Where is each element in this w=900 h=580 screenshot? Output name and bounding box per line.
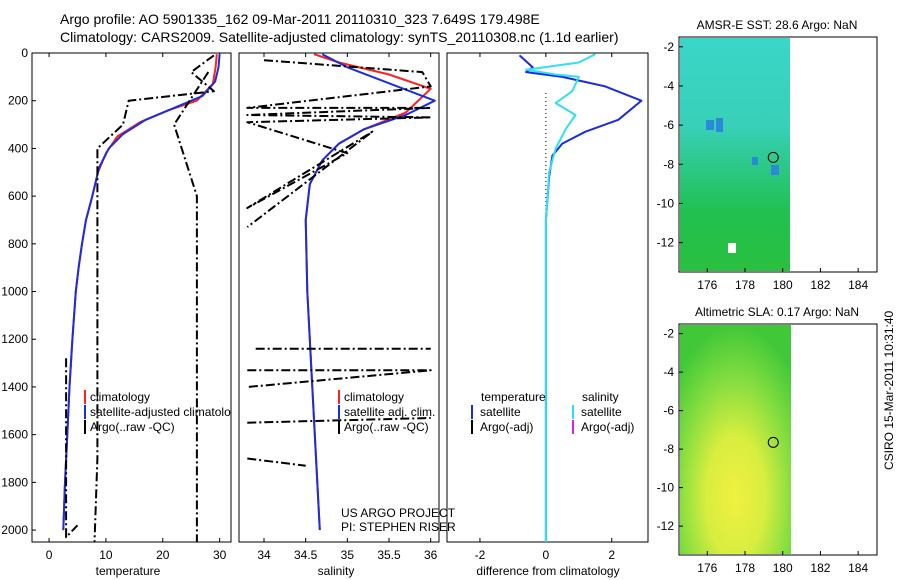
temperature-ytick-label: 600 bbox=[8, 189, 28, 203]
temperature-ytick-label: 1400 bbox=[1, 380, 28, 394]
temperature-xtick-label: 10 bbox=[99, 548, 113, 562]
sst_map-argo-marker bbox=[767, 151, 779, 163]
difference-legend-temp-satellite: satellite bbox=[480, 405, 521, 419]
salinity-panel-frame bbox=[238, 52, 440, 543]
difference-legend-temperature: temperature bbox=[481, 390, 546, 404]
temperature-series-argo-raw-qc-c bbox=[65, 358, 79, 539]
temperature-ytick-label: 1200 bbox=[1, 332, 28, 346]
temperature-ytick-label: 200 bbox=[8, 94, 28, 108]
salinity-xtick-label: 36 bbox=[424, 548, 438, 562]
sla-heatmap bbox=[680, 325, 791, 554]
temperature-series-satellite-adjusted-climatology bbox=[62, 54, 221, 531]
side-timestamp: CSIRO 15-Mar-2011 10:31:40 bbox=[882, 310, 896, 470]
sst_map-ytick-label: -10 bbox=[657, 196, 675, 210]
header-line-2: Climatology: CARS2009. Satellite-adjuste… bbox=[60, 29, 619, 45]
temperature-series-climatology bbox=[62, 54, 218, 531]
sst_map-xtick-label: 182 bbox=[810, 278, 830, 292]
salinity-xtick-label: 35.5 bbox=[377, 548, 401, 562]
difference-xtick-label: 0 bbox=[543, 548, 550, 562]
temperature-panel-frame bbox=[31, 52, 232, 543]
salinity-xtick-label: 34.5 bbox=[294, 548, 318, 562]
sla_map-ytick-label: -10 bbox=[657, 481, 675, 495]
temperature-ytick-label: 1000 bbox=[1, 285, 28, 299]
difference-xtick-label: 2 bbox=[608, 548, 615, 562]
lines-layer bbox=[62, 53, 643, 543]
sla_map-xtick-label: 184 bbox=[848, 561, 868, 575]
sla_map-ytick-label: -12 bbox=[657, 519, 675, 533]
salinity-xtick-label: 35 bbox=[341, 548, 355, 562]
difference-legend-sal-satellite: satellite bbox=[581, 405, 622, 419]
sla_map-ytick-label: -4 bbox=[663, 365, 674, 379]
temperature-legend-argo: Argo(..raw -QC) bbox=[90, 420, 175, 434]
salinity-series-argo-raw-1 bbox=[246, 59, 432, 228]
sla_map-ytick-label: -8 bbox=[663, 442, 674, 456]
temperature-series-argo-raw-qc- bbox=[93, 54, 215, 543]
temperature-ytick-label: 800 bbox=[8, 237, 28, 251]
sst_map-xtick-label: 176 bbox=[697, 278, 717, 292]
temperature-xtick-label: 20 bbox=[156, 548, 170, 562]
sst_map-xtick-label: 180 bbox=[773, 278, 793, 292]
temperature-ytick-label: 400 bbox=[8, 141, 28, 155]
sst_map-ytick-label: -6 bbox=[663, 118, 674, 132]
temperature-ytick-label: 2000 bbox=[1, 523, 28, 537]
salinity-xlabel: salinity bbox=[318, 564, 355, 578]
difference-legend-salinity: salinity bbox=[582, 390, 619, 404]
salinity-series-argo-raw-3 bbox=[247, 369, 432, 388]
difference-legend-temp-argo: Argo(-adj) bbox=[480, 420, 533, 434]
temperature-xtick-label: 30 bbox=[213, 548, 227, 562]
temperature-xtick-label: 0 bbox=[46, 548, 53, 562]
difference-series-temperature-satellite bbox=[518, 54, 643, 542]
temperature-legend-climatology: climatology bbox=[90, 390, 150, 404]
sla_map-xtick-label: 176 bbox=[697, 561, 717, 575]
difference-series-salinity-satellite bbox=[525, 53, 596, 542]
sla-map-title: Altimetric SLA: 0.17 Argo: NaN bbox=[695, 305, 859, 319]
salinity-legend-climatology: climatology bbox=[344, 390, 404, 404]
sst-heatmap bbox=[680, 38, 790, 271]
sst-cold-patch bbox=[771, 165, 779, 175]
temperature-legend-satellite: satellite-adjusted climatolo bbox=[90, 405, 231, 419]
sst_map-ytick-label: -4 bbox=[663, 79, 674, 93]
salinity-legend-argo: Argo(..raw -QC) bbox=[344, 420, 429, 434]
temperature-ytick-label: 0 bbox=[21, 46, 28, 60]
sst-cold-patch bbox=[716, 118, 723, 132]
sla_map-ytick-label: -2 bbox=[663, 327, 674, 341]
sst-missing-patch bbox=[728, 243, 736, 253]
salinity-xtick-label: 34 bbox=[257, 548, 271, 562]
sla_map-xtick-label: 178 bbox=[735, 561, 755, 575]
sla_map-xtick-label: 180 bbox=[773, 561, 793, 575]
sla_map-ytick-label: -6 bbox=[663, 404, 674, 418]
header-line-1: Argo profile: AO 5901335_162 09-Mar-2011… bbox=[60, 11, 540, 27]
sst-map-frame bbox=[678, 36, 878, 273]
temperature-series-argo-raw-qc-b bbox=[173, 71, 210, 542]
pi-annotation: PI: STEPHEN RISER bbox=[341, 520, 456, 534]
temperature-xlabel: temperature bbox=[96, 564, 161, 578]
salinity-series-climatology bbox=[304, 53, 432, 531]
difference-xtick-label: -2 bbox=[475, 548, 486, 562]
sst_map-xtick-label: 184 bbox=[848, 278, 868, 292]
difference-xlabel: difference from climatology bbox=[476, 564, 619, 578]
sla_map-argo-marker bbox=[767, 436, 779, 448]
salinity-legend-satellite: satellite adj. clim. bbox=[344, 405, 435, 419]
sst-cold-patch bbox=[706, 120, 714, 130]
salinity-series-argo-raw-5 bbox=[247, 457, 306, 467]
temperature-ytick-label: 1600 bbox=[1, 428, 28, 442]
sla_map-xtick-label: 182 bbox=[810, 561, 830, 575]
sst_map-ytick-label: -12 bbox=[657, 236, 675, 250]
project-annotation: US ARGO PROJECT bbox=[341, 506, 456, 520]
sla-map-marks: 176 178 180 182 184 -2 -4 -6 -8 -10 -12 bbox=[657, 327, 869, 575]
sst-map-title: AMSR-E SST: 28.6 Argo: NaN bbox=[697, 18, 858, 32]
sla-map-frame bbox=[678, 323, 878, 556]
difference-panel-frame bbox=[446, 52, 649, 543]
sst_map-ytick-label: -2 bbox=[663, 40, 674, 54]
temperature-ytick-label: 1800 bbox=[1, 475, 28, 489]
sst_map-ytick-label: -8 bbox=[663, 157, 674, 171]
sst-cold-patch bbox=[752, 157, 758, 165]
difference-legend-sal-argo: Argo(-adj) bbox=[581, 420, 634, 434]
sst_map-xtick-label: 178 bbox=[735, 278, 755, 292]
sst-map-marks: 176 178 180 182 184 -2 -4 -6 -8 -10 -12 bbox=[657, 40, 869, 292]
salinity-series-satellite-adj-clim- bbox=[304, 53, 436, 531]
